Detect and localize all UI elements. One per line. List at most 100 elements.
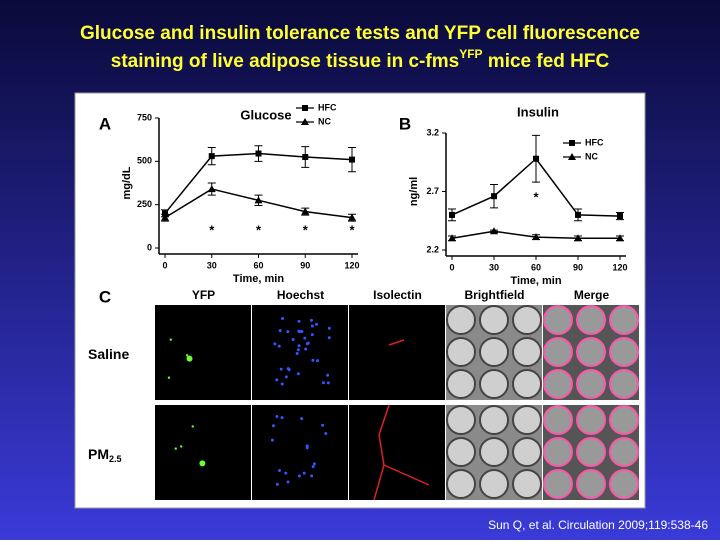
- marker: [574, 234, 582, 242]
- x-tick-label: 90: [300, 260, 310, 270]
- nucleus: [280, 416, 284, 420]
- nucleus: [324, 432, 328, 436]
- chart-title: Insulin: [517, 104, 559, 119]
- row-label: Saline: [88, 346, 129, 362]
- nucleus: [316, 359, 320, 363]
- vessel: [388, 339, 405, 346]
- panel-label: B: [399, 114, 411, 133]
- adipocyte: [543, 437, 573, 467]
- adipocyte: [446, 437, 476, 467]
- adipocyte: [479, 337, 509, 367]
- nucleus: [326, 381, 330, 385]
- row-label-subscript: 2.5: [109, 454, 122, 464]
- yfp-cell: [169, 338, 172, 341]
- marker: [162, 210, 168, 217]
- nucleus: [284, 471, 288, 475]
- citation: Sun Q, et al. Circulation 2009;119:538-4…: [488, 518, 708, 532]
- adipocyte: [609, 469, 639, 499]
- yfp-cell: [174, 447, 177, 450]
- nucleus: [286, 330, 290, 334]
- adipocyte: [512, 469, 542, 499]
- panel-label: A: [99, 114, 111, 133]
- adipocyte: [543, 469, 573, 499]
- marker: [348, 213, 356, 221]
- slide-title: staining of live adipose tissue in c-fms…: [111, 47, 610, 72]
- nucleus: [284, 375, 288, 379]
- adipocyte: [512, 305, 542, 335]
- nucleus: [296, 372, 300, 376]
- title-superscript: YFP: [459, 47, 482, 61]
- adipocyte: [512, 337, 542, 367]
- nucleus: [322, 381, 326, 385]
- nucleus: [309, 318, 313, 322]
- y-axis-label: mg/dL: [121, 166, 133, 199]
- micrograph: [155, 405, 251, 500]
- yfp-cell: [191, 425, 194, 428]
- adipocyte: [543, 337, 573, 367]
- nucleus: [291, 338, 295, 342]
- x-tick-label: 60: [531, 262, 541, 272]
- row-label-text: PM: [88, 446, 109, 462]
- row-label-text: Saline: [88, 346, 129, 362]
- x-axis-label: Time, min: [510, 275, 561, 287]
- adipocyte: [543, 405, 573, 435]
- x-tick-label: 120: [344, 260, 359, 270]
- nucleus: [296, 348, 300, 352]
- marker: [255, 150, 262, 157]
- marker: [208, 153, 215, 160]
- nucleus: [270, 438, 274, 442]
- nucleus: [298, 330, 302, 334]
- yfp-cell: [186, 355, 193, 362]
- adipocyte: [446, 337, 476, 367]
- vessel: [373, 404, 430, 501]
- marker: [301, 207, 310, 215]
- nucleus: [311, 465, 315, 469]
- row-label: PM2.5: [88, 446, 122, 465]
- legend-label: NC: [318, 116, 331, 126]
- marker: [532, 233, 540, 241]
- y-tick-label: 250: [137, 199, 152, 209]
- marker: [617, 213, 623, 220]
- nucleus: [286, 480, 290, 484]
- x-axis-label: Time, min: [233, 273, 284, 285]
- nucleus: [315, 322, 319, 326]
- y-tick-label: 3.2: [426, 127, 439, 137]
- adipocyte: [609, 437, 639, 467]
- nucleus: [273, 342, 277, 346]
- adipocyte: [609, 337, 639, 367]
- y-axis-label: ng/ml: [408, 177, 420, 206]
- column-header: YFP: [192, 288, 215, 302]
- nucleus: [303, 336, 307, 340]
- nucleus: [297, 344, 301, 348]
- nucleus: [326, 373, 330, 377]
- y-tick-label: 0: [147, 242, 152, 252]
- column-header: Isolectin: [373, 288, 422, 302]
- nucleus: [304, 347, 308, 351]
- adipocyte: [446, 405, 476, 435]
- adipocyte: [609, 305, 639, 335]
- adipocyte: [446, 369, 476, 399]
- nucleus: [279, 367, 283, 371]
- adipocyte: [576, 337, 606, 367]
- legend-marker: [301, 118, 309, 125]
- adipocyte: [446, 305, 476, 335]
- adipocyte: [576, 469, 606, 499]
- x-tick-label: 60: [253, 260, 263, 270]
- adipocyte: [479, 469, 509, 499]
- nucleus: [275, 482, 279, 486]
- micrograph: [155, 305, 251, 400]
- annotation: *: [349, 222, 355, 237]
- legend-marker: [569, 140, 575, 146]
- x-tick-label: 30: [489, 262, 499, 272]
- legend-marker: [568, 153, 576, 160]
- adipocyte: [479, 369, 509, 399]
- title-part: staining of live adipose tissue in c-fms: [111, 51, 459, 72]
- marker: [448, 234, 456, 242]
- micrograph: [252, 305, 348, 400]
- nucleus: [271, 424, 275, 428]
- nucleus: [312, 462, 316, 466]
- marker: [575, 211, 581, 218]
- annotation: *: [303, 222, 309, 237]
- legend-label: NC: [585, 151, 598, 161]
